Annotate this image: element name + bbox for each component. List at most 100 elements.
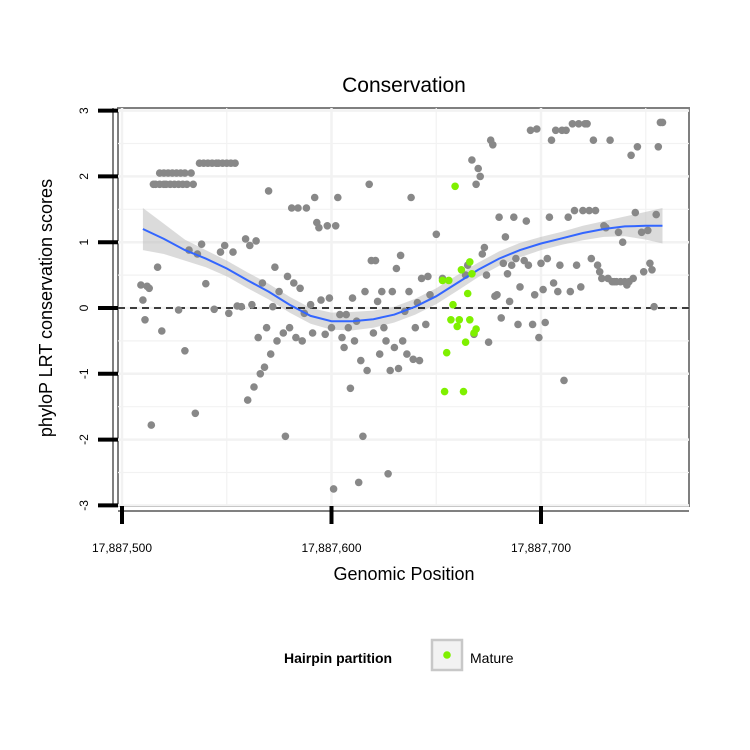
- data-point: [547, 136, 556, 144]
- data-point: [505, 297, 514, 306]
- data-point: [556, 261, 564, 270]
- data-point: [262, 323, 271, 332]
- data-point: [637, 228, 646, 237]
- data-point: [246, 241, 254, 250]
- data-point: [572, 261, 581, 270]
- data-point: [315, 223, 323, 232]
- mature-point: [445, 276, 453, 285]
- data-point: [336, 310, 344, 319]
- data-point: [258, 279, 267, 287]
- data-point: [627, 151, 635, 160]
- data-point: [658, 118, 667, 127]
- data-point: [474, 164, 483, 173]
- data-point: [407, 193, 415, 202]
- data-point: [363, 366, 371, 375]
- data-point: [564, 213, 572, 221]
- data-point: [361, 287, 369, 296]
- data-point: [216, 248, 225, 256]
- mature-point: [459, 387, 468, 396]
- data-point: [321, 330, 330, 339]
- data-point: [250, 383, 258, 391]
- data-point: [237, 302, 246, 311]
- data-point: [342, 310, 351, 319]
- data-point: [260, 363, 269, 372]
- data-point: [568, 120, 577, 128]
- data-point: [248, 300, 256, 309]
- data-point: [187, 169, 195, 177]
- data-point: [514, 320, 522, 329]
- data-point: [308, 329, 317, 337]
- data-point: [524, 261, 533, 270]
- data-point: [537, 259, 545, 268]
- legend-item-label: Mature: [470, 650, 514, 666]
- data-point: [593, 261, 602, 270]
- mature-point: [453, 322, 462, 331]
- data-point: [411, 323, 420, 332]
- data-point: [386, 366, 395, 375]
- data-point: [243, 396, 252, 404]
- data-point: [266, 350, 275, 358]
- data-point: [533, 125, 541, 133]
- data-point: [317, 296, 325, 304]
- data-point: [535, 333, 543, 342]
- data-point: [589, 136, 598, 144]
- data-point: [327, 323, 336, 332]
- mature-point: [461, 338, 470, 347]
- data-point: [585, 206, 593, 215]
- data-point: [583, 120, 591, 128]
- data-point: [141, 316, 149, 324]
- data-point: [283, 272, 292, 281]
- data-point: [549, 279, 558, 287]
- data-point: [417, 274, 426, 283]
- confidence-band: [142, 208, 663, 331]
- data-point: [181, 169, 189, 177]
- x-tick-label: 17,887,500: [92, 541, 152, 555]
- data-point: [139, 296, 147, 304]
- data-point: [499, 259, 508, 268]
- data-point: [574, 120, 583, 128]
- mature-point: [472, 325, 480, 333]
- data-point: [153, 263, 162, 272]
- data-point: [587, 254, 596, 263]
- mature-point: [447, 316, 455, 324]
- data-point: [174, 306, 183, 314]
- data-point: [137, 281, 145, 289]
- data-point: [229, 248, 237, 256]
- mature-point: [451, 182, 459, 191]
- data-point: [392, 264, 401, 273]
- data-point: [298, 337, 307, 345]
- data-point: [528, 320, 537, 329]
- mature-point: [442, 348, 451, 357]
- y-tick-label: 3: [77, 107, 91, 114]
- legend-mature-dot: [443, 651, 451, 659]
- data-point: [606, 136, 614, 144]
- data-point: [644, 226, 652, 235]
- data-point: [484, 338, 493, 347]
- data-point: [365, 180, 374, 189]
- data-point: [396, 251, 405, 260]
- data-point: [357, 356, 365, 365]
- data-point: [577, 283, 585, 291]
- y-tick-label: 0: [77, 304, 91, 311]
- confidence-band-area: [142, 208, 663, 331]
- mature-point: [457, 266, 466, 274]
- data-point: [306, 300, 315, 309]
- data-point: [378, 287, 386, 296]
- data-point: [482, 271, 491, 279]
- data-point: [468, 156, 476, 164]
- data-point: [403, 350, 411, 358]
- mature-point: [468, 270, 476, 278]
- legend-key: [430, 638, 464, 672]
- data-point: [489, 141, 497, 149]
- data-point: [501, 233, 510, 241]
- x-tick-label: 17,887,600: [301, 541, 361, 555]
- data-point: [639, 268, 648, 276]
- data-point: [579, 206, 587, 215]
- x-axis: 17,887,500 17,887,600 17,887,700: [92, 506, 689, 555]
- data-point: [354, 478, 363, 487]
- data-point: [570, 206, 579, 215]
- data-point: [551, 126, 560, 135]
- data-point: [495, 213, 503, 221]
- data-point: [344, 323, 353, 332]
